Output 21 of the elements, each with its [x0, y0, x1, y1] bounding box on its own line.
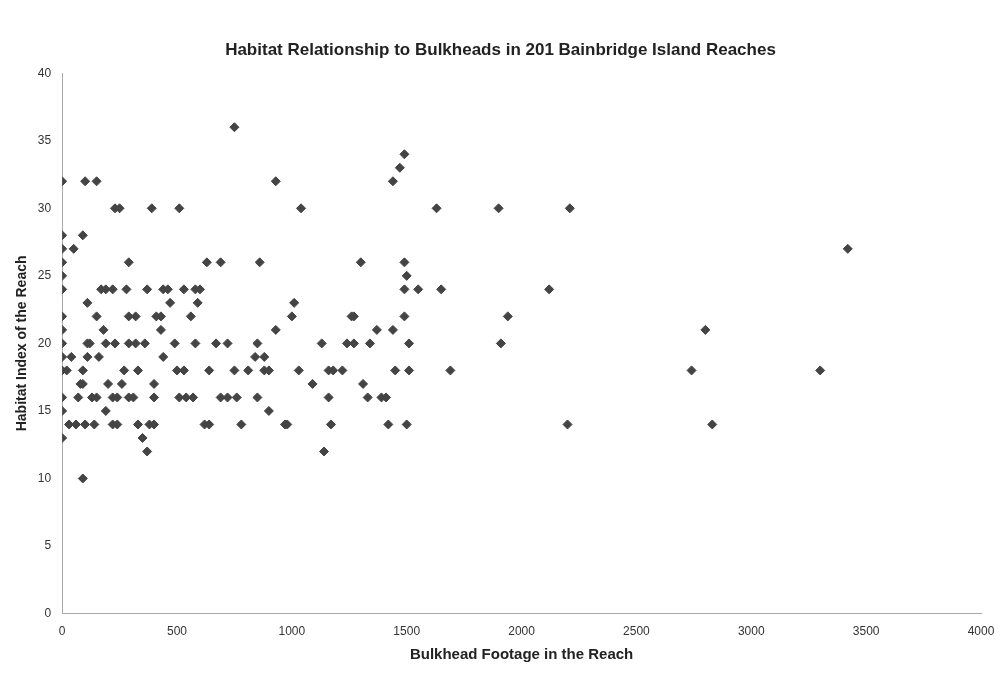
y-tick-label: 25 — [37, 268, 52, 283]
y-tick-label: 35 — [37, 133, 52, 148]
y-tick-label: 0 — [44, 605, 52, 620]
y-tick-label: 10 — [37, 470, 52, 485]
x-tick-label: 1000 — [278, 624, 306, 639]
chart-title: Habitat Relationship to Bulkheads in 201 Bainbridge Island Reaches — [224, 40, 777, 60]
x-axis-title: Bulkhead Footage in the Reach — [409, 645, 634, 663]
y-tick-label: 15 — [37, 403, 52, 418]
y-tick-label: 20 — [37, 335, 52, 350]
y-tick-label: 5 — [44, 538, 52, 553]
x-tick-label: 2000 — [508, 624, 536, 639]
x-tick-label: 3000 — [737, 624, 765, 639]
y-axis-title: Habitat Index of the Reach — [13, 255, 30, 432]
x-tick-label: 4000 — [967, 624, 995, 639]
x-tick-label: 3500 — [852, 624, 880, 639]
x-tick-label: 0 — [58, 624, 66, 639]
y-tick-label: 30 — [37, 200, 52, 215]
x-tick-label: 2500 — [623, 624, 651, 639]
x-tick-label: 500 — [166, 624, 188, 639]
y-tick-label: 40 — [37, 65, 52, 80]
x-tick-label: 1500 — [393, 624, 421, 639]
